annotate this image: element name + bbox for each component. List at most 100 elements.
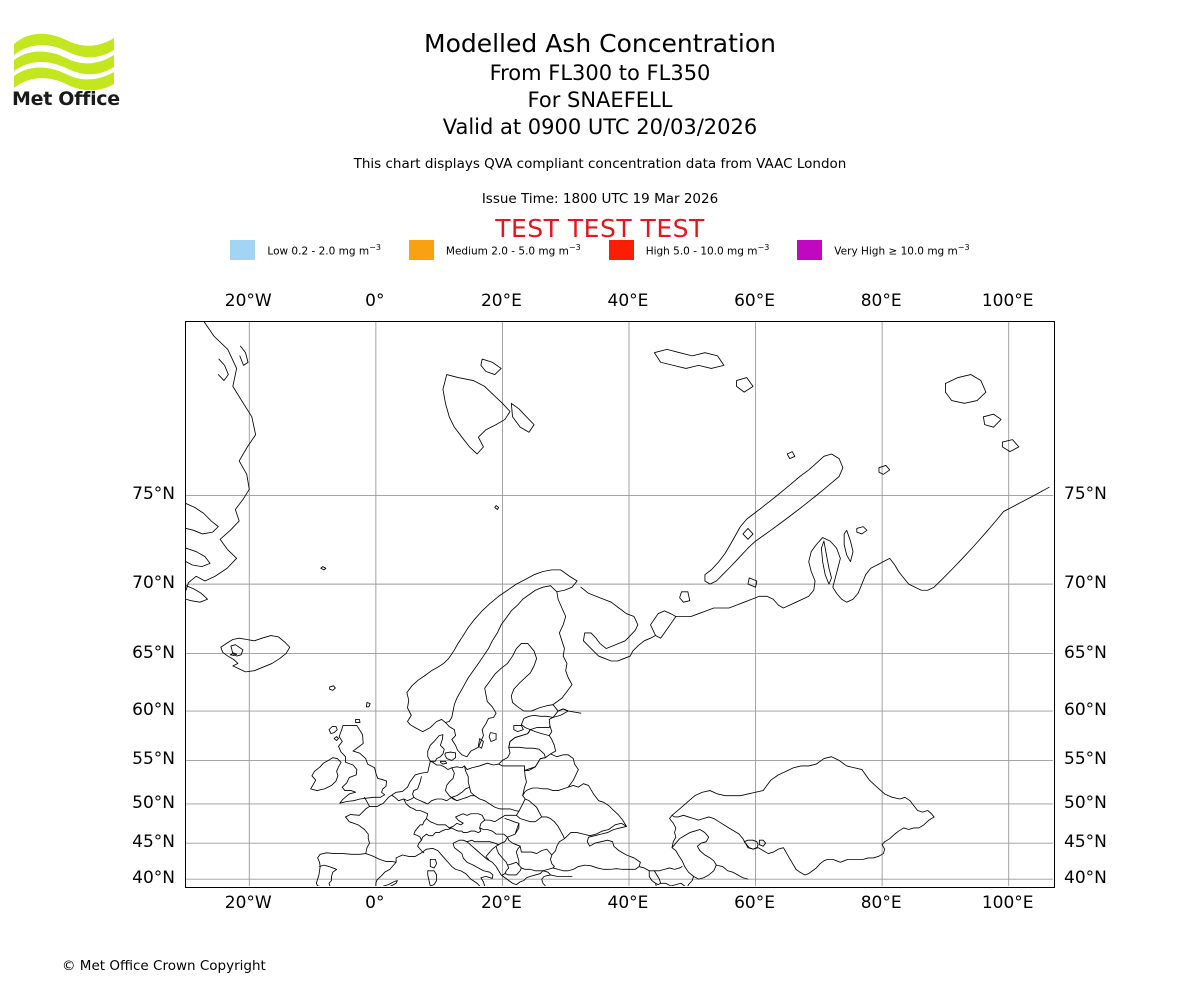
lat-tick-right-0: 75°N bbox=[1064, 484, 1107, 505]
coastline-path bbox=[451, 796, 458, 802]
coastline-path bbox=[736, 377, 754, 393]
coastline-path bbox=[420, 813, 486, 841]
lon-tick-bottom-3: 40°E bbox=[607, 893, 649, 913]
coastline-path bbox=[429, 642, 569, 770]
coastline-path bbox=[239, 345, 249, 366]
coastline-path bbox=[541, 874, 551, 886]
coastline-path bbox=[355, 719, 361, 723]
test-banner: TEST TEST TEST bbox=[495, 214, 705, 243]
coastline-path bbox=[704, 453, 844, 585]
coastline-path bbox=[429, 858, 438, 869]
coastline-path bbox=[747, 577, 758, 588]
map-panel bbox=[185, 321, 1055, 888]
legend-label-low: Low 0.2 - 2.0 mg m−3 bbox=[267, 242, 381, 258]
coastline-path bbox=[412, 776, 453, 805]
coastline-path bbox=[648, 870, 662, 886]
coastline-path bbox=[364, 760, 431, 807]
lat-tick-left-1: 70°N bbox=[132, 573, 175, 594]
met-office-waves-icon bbox=[14, 33, 114, 91]
copyright-text: © Met Office Crown Copyright bbox=[62, 958, 266, 974]
coastline-path bbox=[660, 882, 686, 886]
legend-label-medium: Medium 2.0 - 5.0 mg m−3 bbox=[445, 242, 581, 258]
map-canvas bbox=[186, 322, 1053, 886]
coastline-path bbox=[310, 757, 342, 791]
lon-tick-top-6: 100°E bbox=[981, 291, 1034, 311]
coastline-path bbox=[638, 866, 683, 872]
coastline-path bbox=[550, 753, 579, 788]
coastline-path bbox=[442, 374, 511, 455]
map-gridlines bbox=[186, 322, 1053, 886]
coastline-path bbox=[522, 783, 627, 840]
coastline-path bbox=[508, 716, 554, 748]
coastline-path bbox=[439, 760, 448, 765]
legend-swatch-very-high bbox=[797, 240, 823, 260]
coastline-path bbox=[217, 358, 229, 381]
coastline-path bbox=[510, 402, 535, 433]
qva-note: This chart displays QVA compliant concen… bbox=[353, 156, 847, 172]
coastline-path bbox=[715, 864, 749, 880]
coastline-path bbox=[315, 806, 370, 886]
coastline-path bbox=[758, 839, 767, 847]
coastline-path bbox=[333, 736, 339, 741]
coastline-path bbox=[552, 591, 573, 706]
coastline-path bbox=[229, 652, 238, 656]
legend-label-high: High 5.0 - 10.0 mg m−3 bbox=[645, 242, 770, 258]
coastline-path bbox=[403, 798, 429, 854]
legend-item-low: Low 0.2 - 2.0 mg m−3 bbox=[230, 240, 381, 260]
coastline-path bbox=[552, 708, 582, 718]
coastline-path bbox=[671, 756, 935, 818]
coastline-path bbox=[742, 528, 754, 540]
coastline-path bbox=[329, 685, 336, 691]
coastline-path bbox=[494, 505, 500, 510]
lon-tick-top-2: 20°E bbox=[480, 291, 522, 311]
met-office-logo bbox=[12, 26, 132, 116]
lon-tick-bottom-4: 60°E bbox=[734, 893, 775, 913]
coastline-path bbox=[480, 358, 502, 375]
coastline-path bbox=[507, 861, 544, 872]
coastline-path bbox=[669, 814, 677, 849]
lat-tick-right-1: 70°N bbox=[1064, 573, 1107, 594]
lon-tick-bottom-6: 100°E bbox=[981, 893, 1034, 913]
page-title: Modelled Ash Concentration bbox=[424, 29, 776, 58]
coastline-path bbox=[338, 725, 388, 804]
coastline-path bbox=[653, 348, 725, 369]
coastline-path bbox=[522, 770, 527, 797]
legend-item-very-high: Very High ≥ 10.0 mg m−3 bbox=[797, 240, 970, 260]
coastline-path bbox=[230, 644, 244, 657]
met-office-logo-text: Met Office bbox=[12, 88, 120, 110]
chart-title-block: Modelled Ash Concentration From FL300 to… bbox=[0, 28, 1200, 141]
coastline-path bbox=[515, 845, 553, 866]
lat-tick-right-4: 55°N bbox=[1064, 749, 1107, 770]
coastline-path bbox=[529, 725, 551, 731]
coastline-path bbox=[843, 529, 854, 563]
coastline-path bbox=[319, 864, 338, 886]
coastline-path bbox=[484, 814, 517, 823]
lat-tick-right-7: 40°N bbox=[1064, 868, 1107, 889]
coastline-path bbox=[427, 734, 445, 762]
coastline-path bbox=[451, 786, 470, 798]
map-frame bbox=[185, 321, 1055, 888]
coastline-path bbox=[982, 413, 1002, 428]
concentration-legend: Low 0.2 - 2.0 mg m−3 Medium 2.0 - 5.0 mg… bbox=[0, 240, 1200, 260]
lat-tick-left-6: 45°N bbox=[132, 832, 175, 853]
coastline-path bbox=[504, 867, 522, 876]
coastline-path bbox=[515, 810, 543, 823]
map-coastlines bbox=[186, 322, 1050, 886]
legend-sup-low: −3 bbox=[369, 242, 381, 252]
coastline-path bbox=[318, 861, 397, 886]
coastline-path bbox=[786, 451, 796, 460]
lon-tick-bottom-2: 20°E bbox=[480, 893, 522, 913]
lon-tick-bottom-0: 20°W bbox=[224, 893, 272, 913]
lon-tick-top-4: 60°E bbox=[734, 291, 775, 311]
coastline-path bbox=[580, 586, 677, 662]
lat-tick-right-5: 50°N bbox=[1064, 792, 1107, 813]
coastline-path bbox=[328, 726, 338, 735]
lat-tick-left-2: 65°N bbox=[132, 642, 175, 663]
lon-tick-bottom-5: 80°E bbox=[860, 893, 902, 913]
coastline-path bbox=[679, 591, 691, 603]
coastline-path bbox=[186, 503, 219, 535]
coastline-path bbox=[406, 569, 578, 733]
lat-tick-left-5: 50°N bbox=[132, 792, 175, 813]
coastline-path bbox=[671, 814, 935, 876]
